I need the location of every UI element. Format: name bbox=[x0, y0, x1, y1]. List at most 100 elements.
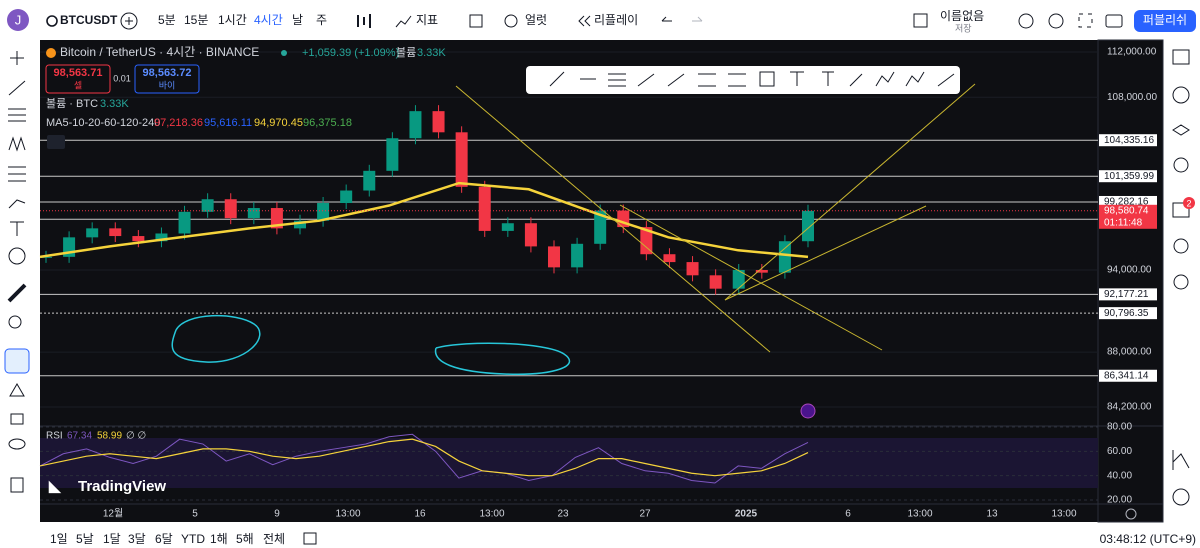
avatar[interactable] bbox=[7, 9, 29, 31]
collapse-legend[interactable] bbox=[47, 135, 65, 149]
help[interactable] bbox=[1172, 488, 1190, 506]
interval[interactable]: 5분 bbox=[158, 13, 176, 27]
magnet-tool[interactable] bbox=[4, 348, 30, 374]
hide-tool[interactable] bbox=[8, 438, 26, 450]
candle bbox=[501, 223, 514, 231]
level-tag bbox=[1099, 134, 1157, 147]
candle bbox=[802, 210, 814, 242]
notification-badge bbox=[1183, 197, 1195, 209]
fullscreen[interactable] bbox=[1078, 13, 1093, 28]
time-label: 23 bbox=[557, 509, 569, 520]
text-tool[interactable] bbox=[10, 221, 24, 236]
rsi-band bbox=[40, 438, 1098, 488]
chat[interactable] bbox=[1172, 202, 1190, 218]
countdown: 01:11:48 bbox=[1104, 217, 1143, 228]
range-button[interactable]: 5날 bbox=[76, 532, 94, 546]
replay[interactable]: 리플레이 bbox=[594, 13, 638, 27]
price-tick: 84,200.00 bbox=[1107, 402, 1152, 413]
ma-value: 95,616.11 bbox=[204, 117, 252, 129]
data-window[interactable] bbox=[1172, 124, 1190, 136]
candle bbox=[409, 111, 422, 139]
layout-icon[interactable] bbox=[469, 14, 483, 28]
calendar[interactable] bbox=[1173, 274, 1189, 290]
buy-button[interactable] bbox=[134, 64, 200, 94]
range-button[interactable]: 전체 bbox=[263, 532, 285, 546]
avatar-letter: J bbox=[15, 12, 22, 27]
candle bbox=[132, 236, 145, 242]
candle bbox=[155, 233, 168, 242]
ma-value: 94,970.45 bbox=[254, 117, 303, 129]
undo[interactable] bbox=[661, 16, 672, 22]
level-tag bbox=[1099, 170, 1157, 183]
candle bbox=[40, 256, 52, 258]
indicators-icon bbox=[395, 15, 412, 28]
alert-icon bbox=[504, 14, 518, 28]
candle bbox=[386, 138, 399, 171]
save-checkbox[interactable] bbox=[913, 13, 928, 28]
candle bbox=[201, 199, 214, 212]
lock-tool[interactable] bbox=[10, 413, 24, 425]
projection-tool[interactable] bbox=[8, 166, 26, 182]
symbol[interactable]: BTCUSDT bbox=[60, 13, 118, 27]
date-range-icon[interactable] bbox=[303, 532, 317, 545]
search-icon[interactable] bbox=[46, 15, 58, 27]
level-tag bbox=[1099, 288, 1157, 301]
save-name[interactable]: 이름없음 bbox=[940, 9, 984, 23]
snapshot[interactable] bbox=[1105, 14, 1123, 28]
interval[interactable]: 주 bbox=[316, 13, 327, 27]
interval[interactable]: 1시간 bbox=[218, 13, 247, 27]
rsi-tick: 20.00 bbox=[1107, 495, 1132, 506]
crosshair[interactable] bbox=[10, 51, 24, 65]
event-marker[interactable] bbox=[800, 403, 816, 419]
price-tick: 94,000.00 bbox=[1107, 265, 1152, 276]
settings[interactable] bbox=[1048, 13, 1064, 29]
trend-tool[interactable] bbox=[8, 80, 26, 96]
interval[interactable]: 15분 bbox=[184, 13, 208, 27]
pattern-tool[interactable] bbox=[8, 136, 26, 152]
watchlist[interactable] bbox=[1172, 49, 1190, 65]
brand-logo: ◣ bbox=[48, 478, 62, 495]
candle bbox=[109, 228, 122, 237]
trend-lines bbox=[455, 83, 976, 353]
trash[interactable] bbox=[10, 477, 24, 493]
search-tool[interactable] bbox=[1018, 13, 1034, 29]
rsi-tick: 60.00 bbox=[1107, 446, 1132, 457]
range-button[interactable]: 1달 bbox=[103, 532, 121, 546]
chart-type-icon[interactable] bbox=[357, 14, 371, 28]
measure-tool[interactable] bbox=[7, 283, 27, 303]
range-button[interactable]: 3달 bbox=[128, 532, 146, 546]
interval[interactable]: 4시간 bbox=[254, 13, 283, 27]
range-button[interactable]: 1일 bbox=[50, 532, 68, 546]
range-button[interactable]: 6달 bbox=[155, 532, 173, 546]
alert[interactable]: 얼럿 bbox=[525, 13, 547, 27]
add-symbol[interactable] bbox=[120, 12, 138, 30]
candle bbox=[594, 210, 607, 244]
candle bbox=[455, 132, 468, 187]
icon-tool[interactable] bbox=[8, 247, 26, 265]
ideas[interactable] bbox=[1173, 157, 1189, 173]
range-button[interactable]: YTD bbox=[181, 532, 205, 546]
indicators[interactable]: 지표 bbox=[416, 13, 438, 27]
candle bbox=[778, 241, 791, 273]
market-status bbox=[281, 50, 287, 56]
drawing-toolbar-icons bbox=[549, 71, 955, 87]
fib-tool[interactable] bbox=[8, 108, 26, 122]
candle bbox=[478, 186, 491, 231]
trading-panel[interactable] bbox=[1172, 450, 1190, 470]
publish-button[interactable] bbox=[1134, 10, 1196, 32]
alerts[interactable] bbox=[1172, 86, 1190, 104]
range-button[interactable]: 1해 bbox=[210, 532, 228, 546]
interval[interactable]: 날 bbox=[292, 13, 303, 27]
range-button[interactable]: 5해 bbox=[236, 532, 254, 546]
sell-button[interactable] bbox=[45, 64, 111, 94]
redo[interactable] bbox=[692, 16, 703, 22]
axis-settings[interactable] bbox=[1125, 508, 1137, 520]
brush-tool[interactable] bbox=[8, 199, 26, 209]
streams[interactable] bbox=[1173, 238, 1189, 254]
candle bbox=[178, 211, 191, 234]
zoom-tool[interactable] bbox=[8, 315, 22, 329]
draw-lock[interactable] bbox=[9, 383, 25, 397]
rsi-label: RSI bbox=[46, 431, 63, 442]
candle bbox=[363, 170, 376, 191]
